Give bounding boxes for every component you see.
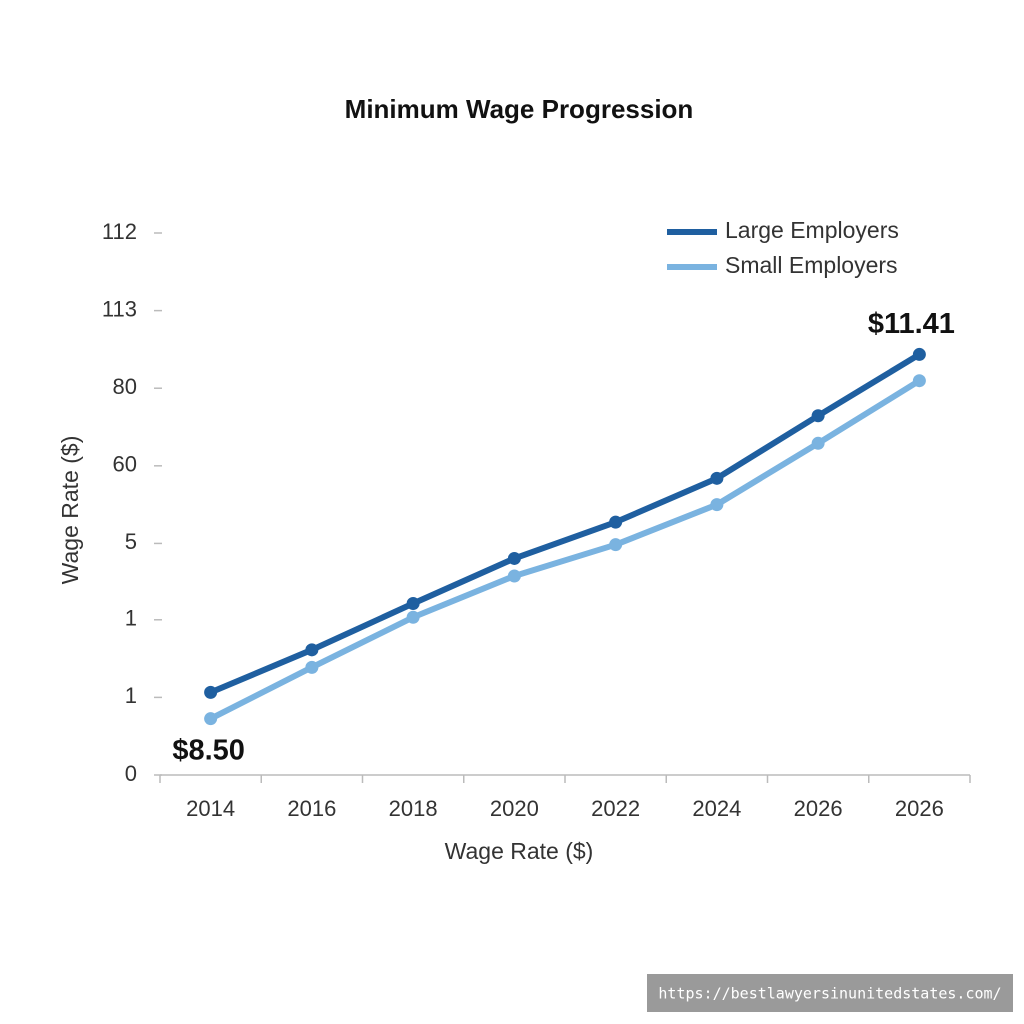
x-axis-title: Wage Rate ($) bbox=[445, 838, 594, 864]
watermark: https://bestlawyersinunitedstates.com/ bbox=[658, 985, 1001, 1003]
data-point bbox=[609, 515, 623, 529]
x-tick-label: 2020 bbox=[490, 796, 539, 821]
y-tick-label: 113 bbox=[102, 296, 137, 321]
x-tick-label: 2014 bbox=[186, 796, 235, 821]
data-point bbox=[710, 498, 724, 512]
data-point bbox=[305, 660, 319, 674]
data-point bbox=[710, 471, 724, 485]
x-tick-label: 2016 bbox=[287, 796, 336, 821]
y-tick-label: 112 bbox=[102, 219, 137, 244]
data-point bbox=[811, 436, 825, 450]
data-point bbox=[406, 597, 420, 611]
data-label: $8.50 bbox=[172, 734, 245, 766]
y-tick-label: 60 bbox=[113, 452, 137, 477]
data-point bbox=[305, 643, 319, 657]
y-tick-label: 5 bbox=[125, 529, 137, 554]
legend-label: Large Employers bbox=[725, 217, 899, 243]
legend-label: Small Employers bbox=[725, 252, 898, 278]
data-point bbox=[912, 374, 926, 388]
series-line bbox=[209, 351, 921, 696]
series-line bbox=[209, 378, 921, 722]
data-point bbox=[204, 712, 218, 726]
x-tick-label: 2024 bbox=[692, 796, 741, 821]
x-tick-label: 2026 bbox=[895, 796, 944, 821]
data-point bbox=[204, 685, 218, 699]
y-tick-label: 1 bbox=[125, 606, 137, 631]
y-tick-label: 80 bbox=[113, 374, 137, 399]
data-point bbox=[609, 538, 623, 552]
x-tick-label: 2026 bbox=[794, 796, 843, 821]
data-label: $11.41 bbox=[868, 308, 955, 340]
y-tick-label: 1 bbox=[125, 683, 137, 708]
x-tick-label: 2022 bbox=[591, 796, 640, 821]
y-axis-title: Wage Rate ($) bbox=[57, 436, 83, 585]
watermark-box bbox=[647, 974, 1013, 1012]
x-tick-label: 2018 bbox=[389, 796, 438, 821]
data-point bbox=[406, 610, 420, 624]
data-point bbox=[507, 551, 521, 565]
data-point bbox=[912, 347, 926, 361]
data-point bbox=[507, 569, 521, 583]
y-tick-label: 0 bbox=[125, 761, 137, 786]
chart-title: Minimum Wage Progression bbox=[345, 94, 694, 124]
data-point bbox=[811, 409, 825, 423]
